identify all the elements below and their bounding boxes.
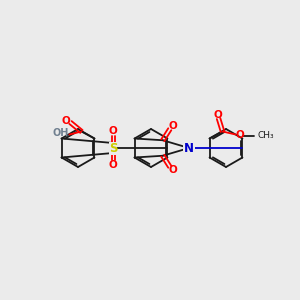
Text: O: O <box>213 110 222 119</box>
Text: O: O <box>109 126 117 136</box>
Text: O: O <box>168 165 177 175</box>
Text: CH₃: CH₃ <box>257 131 274 140</box>
Text: O: O <box>235 130 244 140</box>
Text: O: O <box>168 121 177 131</box>
Text: N: N <box>184 142 194 154</box>
Text: OH: OH <box>52 128 69 139</box>
Text: O: O <box>61 116 70 125</box>
Text: S: S <box>109 142 117 154</box>
Text: O: O <box>109 160 117 170</box>
